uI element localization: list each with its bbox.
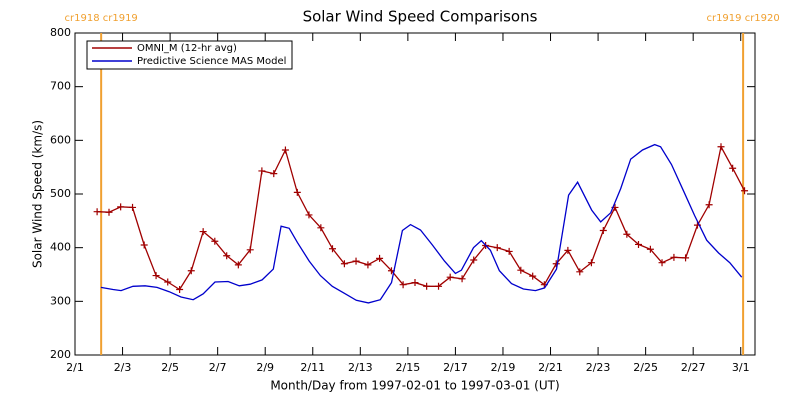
- data-point: [281, 146, 289, 154]
- y-tick-label: 700: [50, 80, 71, 93]
- x-tick-label: 2/9: [256, 361, 274, 374]
- data-point: [552, 260, 560, 268]
- data-point: [458, 275, 466, 283]
- data-point: [176, 286, 184, 294]
- data-point: [634, 240, 642, 248]
- data-point: [187, 267, 195, 275]
- data-point: [564, 246, 572, 254]
- data-point: [646, 245, 654, 253]
- y-axis-label: Solar Wind Speed (km/s): [31, 120, 45, 268]
- x-tick-label: 2/21: [538, 361, 563, 374]
- legend: OMNI_M (12-hr avg) Predictive Science MAS…: [86, 40, 293, 70]
- carrington-label: cr1918 cr1919: [65, 13, 138, 24]
- data-point: [423, 282, 431, 290]
- data-point: [258, 167, 266, 175]
- data-point: [623, 230, 631, 238]
- chart-title: Solar Wind Speed Comparisons: [303, 8, 538, 26]
- data-point: [246, 246, 254, 254]
- data-point: [328, 245, 336, 253]
- data-point: [293, 188, 301, 196]
- x-tick-label: 2/13: [348, 361, 373, 374]
- x-tick-label: 3/1: [732, 361, 750, 374]
- y-tick-label: 500: [50, 187, 71, 200]
- data-point: [493, 244, 501, 252]
- data-point: [152, 272, 160, 280]
- data-point: [435, 282, 443, 290]
- x-tick-label: 2/19: [491, 361, 516, 374]
- data-point: [599, 226, 607, 234]
- x-tick-label: 2/27: [681, 361, 706, 374]
- x-tick-label: 2/15: [396, 361, 421, 374]
- x-axis-label: Month/Day from 1997-02-01 to 1997-03-01 …: [270, 379, 559, 393]
- data-point: [670, 253, 678, 261]
- data-point: [270, 170, 278, 178]
- plot-frame: [74, 32, 756, 356]
- data-point: [117, 203, 125, 211]
- y-tick-label: 600: [50, 133, 71, 146]
- data-point: [340, 260, 348, 268]
- legend-label: Predictive Science MAS Model: [137, 56, 286, 67]
- data-point: [376, 254, 384, 262]
- data-point: [129, 203, 137, 211]
- x-tick-label: 2/17: [443, 361, 468, 374]
- y-tick-label: 800: [50, 26, 71, 39]
- data-point: [399, 281, 407, 289]
- data-point: [529, 272, 537, 280]
- data-point: [305, 211, 313, 219]
- data-point: [164, 278, 172, 286]
- data-point: [717, 143, 725, 151]
- data-point: [352, 257, 360, 265]
- x-tick-label: 2/11: [300, 361, 325, 374]
- data-point: [517, 266, 525, 274]
- data-point: [364, 261, 372, 269]
- x-tick-label: 2/5: [161, 361, 179, 374]
- data-point: [105, 208, 113, 216]
- data-point: [505, 247, 513, 255]
- data-point: [93, 208, 101, 216]
- carrington-label: cr1919 cr1920: [706, 13, 779, 24]
- data-point: [470, 256, 478, 264]
- x-tick-label: 2/3: [114, 361, 132, 374]
- data-point: [705, 201, 713, 209]
- data-point: [234, 261, 242, 269]
- data-point: [317, 224, 325, 232]
- data-point: [741, 187, 749, 195]
- x-tick-label: 2/1: [66, 361, 84, 374]
- data-point: [682, 254, 690, 262]
- x-tick-label: 2/7: [209, 361, 227, 374]
- series-line: [97, 144, 746, 291]
- data-point: [658, 259, 666, 267]
- y-tick-label: 200: [50, 348, 71, 361]
- legend-label: OMNI_M (12-hr avg): [137, 43, 237, 54]
- series-line: [100, 143, 743, 304]
- data-point: [446, 273, 454, 281]
- data-point: [199, 228, 207, 236]
- x-tick-label: 2/23: [586, 361, 611, 374]
- data-point: [140, 241, 148, 249]
- data-point: [587, 259, 595, 267]
- data-point: [223, 252, 231, 260]
- legend-box: [86, 40, 293, 70]
- data-point: [576, 268, 584, 276]
- data-point: [729, 164, 737, 172]
- data-point: [211, 237, 219, 245]
- y-tick-label: 400: [50, 241, 71, 254]
- data-point: [411, 279, 419, 287]
- x-tick-label: 2/25: [633, 361, 658, 374]
- y-tick-label: 300: [50, 294, 71, 307]
